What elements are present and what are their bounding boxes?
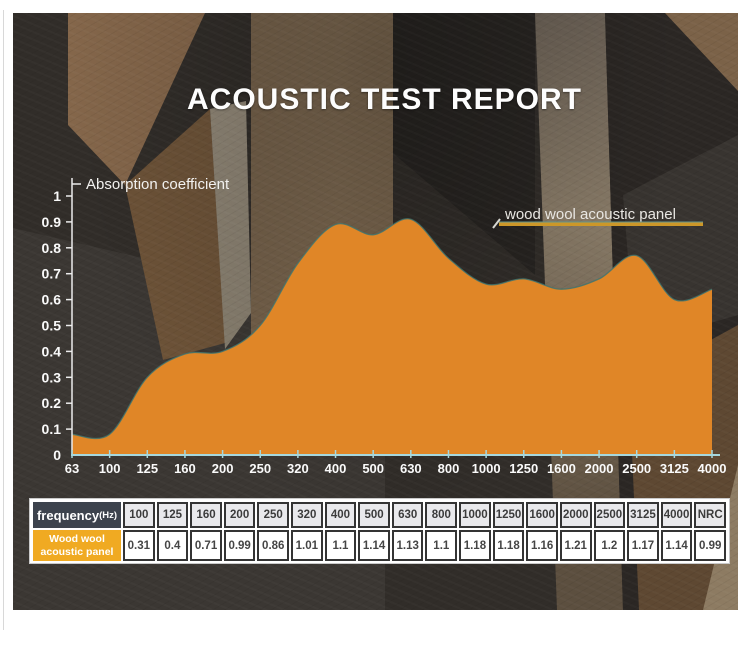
table-header-cell: 4000 bbox=[660, 502, 693, 528]
table-value-cell: 1.1 bbox=[324, 530, 357, 561]
x-tick-label: 125 bbox=[136, 461, 158, 476]
table-value-cell: 1.18 bbox=[459, 530, 491, 561]
table-row-label: Wood wool acoustic panel bbox=[33, 530, 121, 561]
table-header-cell: 250 bbox=[257, 502, 290, 528]
table-header-cell: 1250 bbox=[492, 502, 525, 528]
absorption-area-chart: 0 0.1 0.2 0.3 0.4 0.5 0.6 0.7 0.8 0.9 1 63 100 125 160… bbox=[42, 176, 727, 476]
table-header-cell: NRC bbox=[694, 502, 726, 528]
x-tick-label: 160 bbox=[174, 461, 196, 476]
table-value-cell: 0.99 bbox=[694, 530, 726, 561]
table-value-cell: 1.2 bbox=[593, 530, 626, 561]
y-tick-label: 1 bbox=[53, 188, 61, 204]
table-header-cell: 500 bbox=[358, 502, 390, 528]
x-tick-label: 2500 bbox=[622, 461, 651, 476]
table-value-cell: 1.17 bbox=[627, 530, 659, 561]
table-header-cell: 200 bbox=[223, 502, 256, 528]
table-header-cell: 100 bbox=[123, 502, 155, 528]
y-tick-label: 0.6 bbox=[42, 292, 62, 308]
x-tick-label: 800 bbox=[438, 461, 460, 476]
y-tick-label: 0.8 bbox=[42, 240, 62, 256]
table-value-cell: 1.14 bbox=[358, 530, 390, 561]
x-tick-label: 400 bbox=[325, 461, 347, 476]
y-tick-label: 0.4 bbox=[42, 343, 62, 359]
table-value-cell: 1.21 bbox=[559, 530, 592, 561]
x-tick-label: 1250 bbox=[509, 461, 538, 476]
page-title: ACOUSTIC TEST REPORT bbox=[186, 83, 582, 116]
y-tick-label: 0.2 bbox=[42, 395, 62, 411]
legend-tick-mark bbox=[492, 218, 501, 229]
y-tick-label: 0.1 bbox=[42, 421, 62, 437]
x-tick-label: 1600 bbox=[547, 461, 576, 476]
table-value-cell: 0.71 bbox=[190, 530, 222, 561]
table-header-cell: 320 bbox=[291, 502, 323, 528]
table-header-cell: 2000 bbox=[559, 502, 592, 528]
x-tick-label: 1000 bbox=[472, 461, 501, 476]
table-value-cell: 1.18 bbox=[492, 530, 525, 561]
table-header-cell: 160 bbox=[190, 502, 222, 528]
table-value-cell: 1.14 bbox=[660, 530, 693, 561]
table-value-cell: 0.86 bbox=[257, 530, 290, 561]
x-tick-label: 3125 bbox=[660, 461, 689, 476]
legend-underline-bar bbox=[499, 222, 703, 226]
table-value-cell: 0.31 bbox=[123, 530, 155, 561]
table-header-cell: 630 bbox=[391, 502, 424, 528]
table-header-cell: 3125 bbox=[627, 502, 659, 528]
area-series-edge bbox=[71, 218, 713, 440]
table-value-cell: 0.4 bbox=[156, 530, 189, 561]
table-value-cell: 1.1 bbox=[425, 530, 458, 561]
table-header-cell: 1000 bbox=[459, 502, 491, 528]
table-header-cell: 800 bbox=[425, 502, 458, 528]
x-tick-label: 2000 bbox=[585, 461, 614, 476]
table-header-cell: 400 bbox=[324, 502, 357, 528]
page-left-rule bbox=[3, 10, 4, 630]
table-value-cell: 1.13 bbox=[391, 530, 424, 561]
table-value-cell: 0.99 bbox=[223, 530, 256, 561]
y-tick-label: 0.5 bbox=[42, 318, 62, 334]
table-header-cell: 2500 bbox=[593, 502, 626, 528]
table-header-cell: 125 bbox=[156, 502, 189, 528]
table-header-cell: 1600 bbox=[526, 502, 558, 528]
y-tick-label: 0.7 bbox=[42, 266, 62, 282]
legend-label: wood wool acoustic panel bbox=[504, 206, 676, 223]
x-tick-label: 200 bbox=[212, 461, 234, 476]
frequency-unit: (Hz) bbox=[99, 509, 118, 521]
frequency-table: frequency (Hz) Wood wool acoustic panel 1… bbox=[29, 498, 730, 564]
x-tick-label: 320 bbox=[287, 461, 309, 476]
x-tick-label: 100 bbox=[99, 461, 121, 476]
table-corner-cell: frequency (Hz) bbox=[33, 502, 121, 528]
y-tick-label: 0 bbox=[53, 447, 61, 463]
frequency-label: frequency bbox=[36, 507, 100, 523]
y-tick-label: 0.9 bbox=[42, 214, 62, 230]
chart-title-absorption-coefficient: Absorption coefficient bbox=[86, 176, 230, 193]
y-tick-label: 0.3 bbox=[42, 369, 62, 385]
table-value-cell: 1.16 bbox=[526, 530, 558, 561]
x-tick-label: 4000 bbox=[698, 461, 727, 476]
table-value-cell: 1.01 bbox=[291, 530, 323, 561]
area-series-fill bbox=[72, 218, 712, 455]
x-tick-label: 63 bbox=[65, 461, 79, 476]
x-tick-label: 630 bbox=[400, 461, 422, 476]
x-tick-label: 500 bbox=[362, 461, 384, 476]
x-tick-label: 250 bbox=[249, 461, 271, 476]
